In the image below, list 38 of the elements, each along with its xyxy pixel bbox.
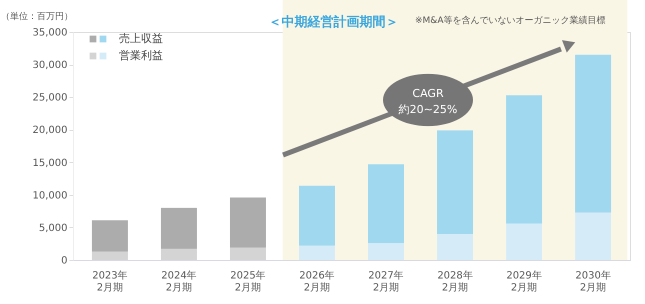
bar [437,234,474,260]
bar [368,164,404,244]
x-tick-label: 2025年 2月期 [230,270,266,294]
y-tick-label: 10,000 [32,190,68,202]
y-tick-label: 0 [61,256,68,266]
bar [230,197,266,248]
annotation: CAGR 約20~25% [398,87,458,116]
y-tick-label: 20,000 [32,125,68,136]
y-axis-title: （単位：百万円） [1,11,73,22]
bar [437,130,474,234]
legend-label: 売上収益 [119,32,163,45]
bar [368,243,404,260]
y-tick-label: 35,000 [32,28,68,38]
bar [506,95,542,224]
bar [575,212,612,260]
x-tick-label: 2026年 2月期 [299,270,335,294]
y-tick-label: 25,000 [32,92,68,104]
x-tick-label: 2024年 2月期 [161,270,197,294]
bar [160,208,197,249]
text: ※M&A等を含んでいないオーガニック業績目標 [415,15,606,26]
x-tick-label: 2028年 2月期 [437,270,473,294]
bar [506,224,542,260]
x-tick-label: 2023年 2月期 [92,270,128,294]
y-tick-label: 30,000 [32,60,68,72]
y-tick-label: 5,000 [38,222,68,234]
bar [575,54,612,212]
x-tick-label: 2027年 2月期 [368,270,404,294]
bar [298,246,335,260]
y-tick-label: 15,000 [32,158,68,169]
band-label: ＜中期経営計画期間＞ [268,14,399,30]
x-tick-label: 2030年 2月期 [575,270,611,294]
bar [160,248,197,260]
bar [298,186,335,246]
bar [230,248,266,260]
bar [92,220,128,252]
x-tick-label: 2029年 2月期 [506,270,542,294]
bar [92,252,128,260]
legend-label: 営業利益 [119,49,163,62]
